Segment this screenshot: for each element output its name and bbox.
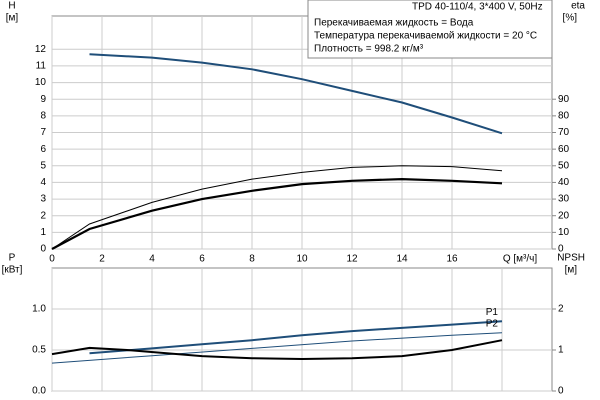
- y2-tick-label: 70: [558, 127, 570, 138]
- y-unit: [м]: [6, 13, 19, 24]
- y2-unit: [%]: [563, 13, 578, 24]
- y-tick-label: 4: [40, 177, 46, 188]
- note: Температура перекачиваемой жидкости = 20…: [314, 31, 537, 42]
- y2-tick-label: 10: [558, 227, 570, 238]
- y-tick-label: 11: [36, 61, 47, 72]
- y2-tick-label: 30: [558, 194, 570, 205]
- y-tick-label: 9: [40, 94, 46, 105]
- y2-tick-label: 90: [558, 94, 570, 105]
- x-tick-label: 16: [446, 254, 458, 265]
- note: Перекачиваемая жидкость = Вода: [314, 18, 474, 29]
- y2-tick-label: 60: [558, 144, 570, 155]
- x-tick-label: 14: [396, 254, 408, 265]
- info-box: [307, 0, 553, 59]
- y-tick-label: 1: [40, 227, 46, 238]
- y-label: H: [8, 1, 15, 12]
- y-tick-label: 3: [40, 194, 46, 205]
- x-tick-label: 2: [99, 254, 105, 265]
- y-tick-label: 0: [40, 244, 46, 255]
- y-tick-label: 2: [40, 210, 46, 221]
- y-tick-label: 0.5: [32, 345, 46, 356]
- note: Плотность = 998.2 кг/м³: [314, 44, 424, 55]
- series-label: P1: [486, 307, 499, 318]
- y-tick-label: 7: [40, 127, 46, 138]
- y2-tick-label: 40: [558, 177, 570, 188]
- y2-label: eta: [571, 1, 585, 12]
- curve: [89, 320, 503, 355]
- y-tick-label: 1.0: [32, 304, 46, 315]
- y-tick-label: 12: [35, 44, 47, 55]
- x-label: Q [м³/ч]: [503, 254, 538, 265]
- y2-label: NPSH: [557, 253, 585, 264]
- curve: [51, 165, 503, 250]
- x-tick-label: 12: [346, 254, 358, 265]
- y2-tick-label: 2: [558, 304, 564, 315]
- series-label: P2: [486, 318, 499, 329]
- y2-unit: [м]: [565, 265, 578, 276]
- y2-tick-label: 20: [558, 210, 570, 221]
- y-label: P: [9, 253, 16, 264]
- curve: [51, 339, 503, 361]
- x-tick-label: 10: [296, 254, 308, 265]
- x-tick-label: 4: [149, 254, 155, 265]
- y2-tick-label: 1: [558, 345, 564, 356]
- x-tick-label: 0: [49, 254, 55, 265]
- y-tick-label: 8: [40, 110, 46, 121]
- y-tick-label: 5: [40, 160, 46, 171]
- chart-title: TPD 40-110/4, 3*400 V, 50Hz: [412, 2, 543, 13]
- y2-tick-label: 0: [558, 244, 564, 255]
- y-tick-label: 6: [40, 144, 46, 155]
- curve: [89, 53, 503, 135]
- curve: [51, 332, 503, 364]
- y2-tick-label: 0: [558, 386, 564, 397]
- x-tick-label: 8: [249, 254, 255, 265]
- x-tick-label: 6: [199, 254, 205, 265]
- y-unit: [кВт]: [2, 265, 23, 276]
- y-tick-label: 10: [35, 77, 47, 88]
- y-tick-label: 0.0: [32, 386, 46, 397]
- y2-tick-label: 50: [558, 160, 570, 171]
- curve: [51, 177, 503, 250]
- y2-tick-label: 80: [558, 110, 570, 121]
